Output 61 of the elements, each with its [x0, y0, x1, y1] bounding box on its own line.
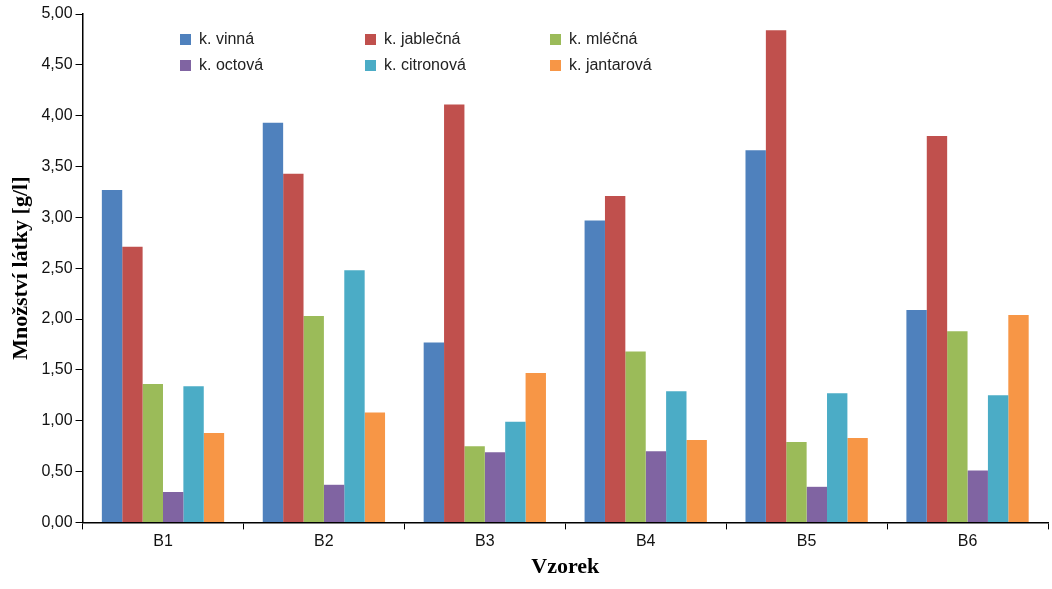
y-tick-label: 2,50	[41, 258, 73, 276]
bar	[686, 440, 707, 522]
bar	[142, 384, 163, 522]
bar	[786, 442, 807, 522]
bar	[344, 270, 365, 522]
legend-label: k. mléčná	[569, 30, 638, 48]
bar	[163, 491, 184, 522]
legend-label: k. vinná	[199, 30, 255, 48]
bar	[765, 30, 787, 522]
x-tick-label: B2	[314, 532, 334, 550]
bar	[323, 484, 345, 522]
bar	[203, 432, 225, 522]
bar	[604, 196, 626, 522]
bar	[926, 136, 948, 522]
x-tick-label: B3	[475, 532, 495, 550]
y-tick-label: 2,00	[41, 309, 73, 327]
bar	[806, 486, 828, 522]
y-tick-label: 5,00	[41, 4, 73, 22]
bar	[101, 189, 123, 522]
bar	[525, 372, 546, 522]
bar	[464, 446, 485, 522]
bar	[666, 391, 687, 522]
y-tick-label: 0,00	[41, 512, 73, 530]
x-tick-label: B6	[957, 532, 978, 550]
bar	[987, 395, 1009, 522]
bar	[827, 393, 848, 522]
bar	[906, 309, 927, 522]
y-tick-label: 0,50	[41, 461, 73, 479]
bar	[423, 342, 445, 522]
x-tick-label: B4	[635, 532, 656, 550]
bar	[505, 421, 526, 522]
y-tick-label: 1,00	[41, 411, 73, 429]
bar	[947, 331, 968, 522]
legend-label: k. octová	[199, 56, 264, 74]
y-tick-label: 3,00	[41, 207, 73, 225]
bar	[283, 173, 304, 522]
y-tick-label: 4,00	[41, 106, 73, 124]
bar	[484, 452, 506, 522]
y-tick-label: 1,50	[41, 360, 73, 378]
bar	[183, 386, 204, 522]
bar	[584, 220, 605, 522]
y-tick-label: 3,50	[41, 156, 73, 174]
bar	[1008, 314, 1029, 522]
bar	[122, 246, 143, 522]
bar	[967, 470, 988, 522]
x-axis-title: Vzorek	[531, 553, 601, 579]
y-tick-label: 4,50	[41, 55, 73, 73]
bar	[364, 412, 386, 522]
legend-label: k. citronová	[384, 56, 466, 74]
legend-label: k. jantarová	[569, 56, 652, 74]
bar	[303, 315, 324, 522]
bar	[262, 122, 284, 522]
bar	[645, 451, 667, 522]
bar	[745, 150, 766, 522]
bar	[625, 351, 646, 522]
x-tick-label: B5	[796, 532, 817, 550]
legend-label: k. jablečná	[384, 30, 461, 48]
bar	[444, 104, 465, 522]
x-tick-label: B1	[153, 532, 173, 550]
bar	[847, 438, 868, 522]
y-axis-title: Množství látky [g/l]	[6, 176, 32, 360]
